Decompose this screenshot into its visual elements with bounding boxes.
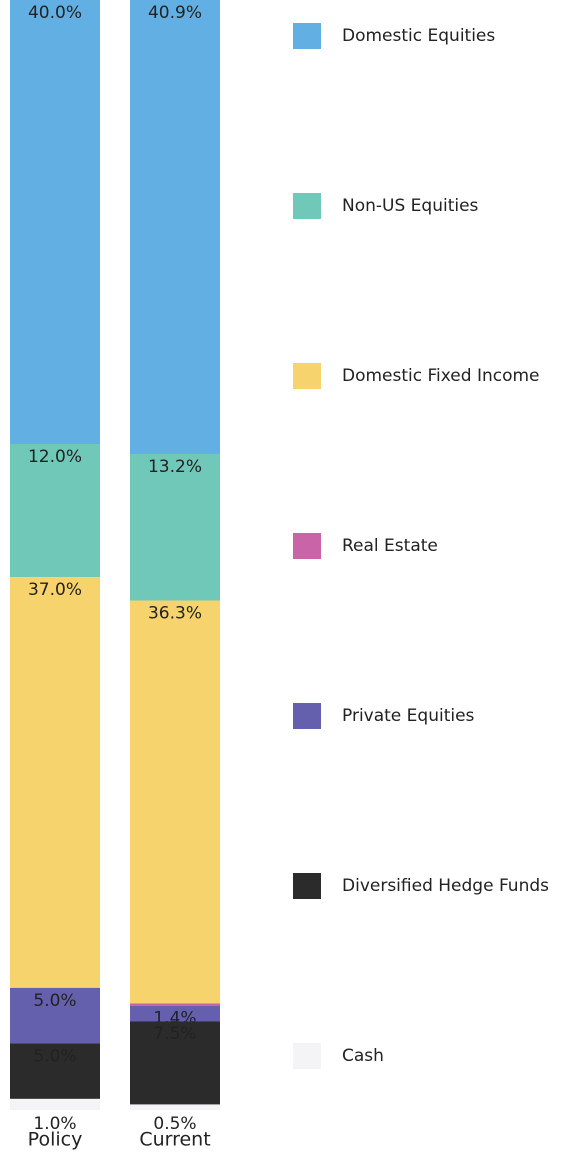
x-tick-label: Current — [139, 1129, 210, 1151]
value-label: 7.5% — [153, 1024, 196, 1044]
bar-segment — [130, 600, 220, 1004]
value-label: 1.0% — [33, 1114, 76, 1134]
legend-swatch — [293, 1043, 321, 1069]
value-label: 37.0% — [28, 580, 82, 600]
bar-segment — [130, 453, 220, 601]
bar-segment — [10, 1043, 100, 1099]
bar-segment — [130, 0, 220, 454]
legend-swatch — [293, 873, 321, 899]
bar-segment — [130, 1003, 220, 1006]
bar-segment — [10, 444, 100, 578]
bar-segment — [130, 1005, 220, 1022]
legend-label: Cash — [342, 1046, 384, 1066]
legend-label: Diversified Hedge Funds — [342, 876, 549, 896]
value-label: 12.0% — [28, 447, 82, 467]
bar-segment — [10, 577, 100, 988]
legend-swatch — [293, 23, 321, 49]
bar-segment — [130, 1104, 220, 1110]
legend-swatch — [293, 363, 321, 389]
value-label: 36.3% — [148, 604, 202, 624]
legend-label: Private Equities — [342, 706, 475, 726]
legend-swatch — [293, 533, 321, 559]
value-label: 5.0% — [33, 1046, 76, 1066]
bar-segment — [10, 1098, 100, 1110]
bar-segment — [10, 987, 100, 1044]
x-tick-label: Policy — [28, 1129, 83, 1151]
legend-swatch — [293, 703, 321, 729]
legend-label: Domestic Fixed Income — [342, 366, 540, 386]
bar-segment — [130, 1021, 220, 1105]
bar-segment — [10, 0, 100, 444]
legend-label: Non-US Equities — [342, 196, 479, 216]
value-label: 5.0% — [33, 991, 76, 1011]
value-label: 40.0% — [28, 3, 82, 23]
value-label: 13.2% — [148, 457, 202, 477]
value-label: 0.5% — [153, 1114, 196, 1134]
legend-label: Domestic Equities — [342, 26, 495, 46]
value-label: 40.9% — [148, 3, 202, 23]
legend-swatch — [293, 193, 321, 219]
legend-label: Real Estate — [342, 536, 438, 556]
